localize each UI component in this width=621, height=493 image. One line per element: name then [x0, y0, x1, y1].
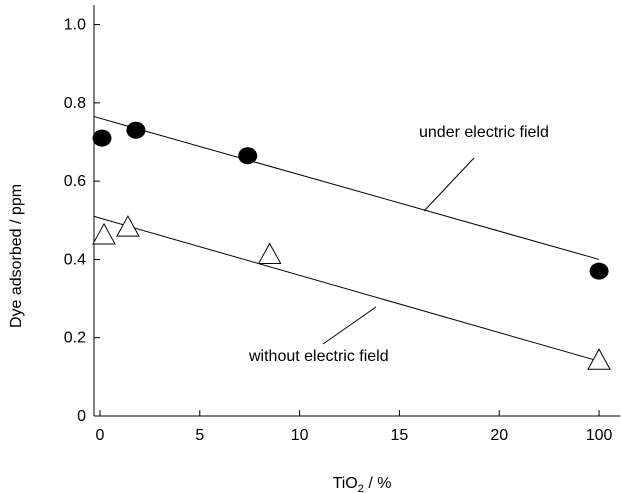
data-point-filled-circle — [92, 129, 112, 147]
x-axis-label-base: TiO — [333, 475, 358, 492]
y-tick-label: 0.6 — [64, 173, 86, 190]
fit-line — [93, 215, 600, 362]
y-axis-label: Dye adsorbed / ppm — [8, 184, 25, 328]
annotations: under electric field without electric fie… — [248, 124, 549, 365]
data-point-open-triangle — [587, 348, 611, 370]
data-markers — [92, 121, 611, 370]
x-tick-label: 100 — [586, 427, 613, 444]
annotation-leader — [322, 306, 377, 345]
annotation-leader — [423, 157, 475, 212]
x-axis: 0 5 10 15 20 100 — [96, 410, 613, 444]
y-tick-label: 0.8 — [64, 95, 86, 112]
x-tick-label: 15 — [391, 427, 409, 444]
data-point-filled-circle — [238, 147, 258, 165]
x-tick-label: 0 — [96, 427, 105, 444]
x-axis-label-suffix: / % — [364, 475, 392, 492]
fit-line — [93, 116, 600, 260]
fit-lines — [93, 116, 600, 362]
data-point-open-triangle — [92, 222, 116, 245]
plot-area — [93, 5, 620, 417]
data-point-open-triangle — [116, 215, 140, 237]
y-tick-label: 0.2 — [64, 330, 86, 347]
y-tick-label: 0.4 — [64, 251, 86, 268]
y-axis: 0 0.2 0.4 0.6 0.8 1.0 — [64, 17, 100, 425]
y-tick-label: 1.0 — [64, 17, 86, 34]
x-axis-label: TiO2 / % — [333, 475, 392, 493]
data-point-filled-circle — [589, 262, 609, 280]
x-tick-label: 5 — [195, 427, 204, 444]
annotation-without-field: without electric field — [248, 348, 389, 365]
data-point-open-triangle — [257, 242, 282, 265]
x-tick-label: 10 — [291, 427, 309, 444]
y-tick-label: 0 — [77, 408, 86, 425]
x-tick-label: 20 — [490, 427, 508, 444]
x-axis-label-subscript: 2 — [358, 483, 364, 493]
data-point-filled-circle — [126, 121, 146, 139]
annotation-under-field: under electric field — [419, 124, 549, 141]
